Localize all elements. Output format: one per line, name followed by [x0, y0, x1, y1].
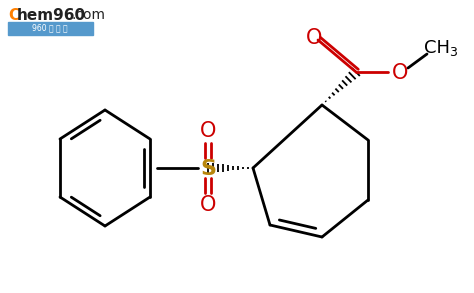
Text: S: S: [200, 159, 216, 179]
Text: O: O: [200, 195, 216, 215]
Text: 3: 3: [449, 47, 457, 59]
Text: O: O: [392, 63, 408, 83]
Text: C: C: [8, 8, 19, 23]
Text: O: O: [200, 121, 216, 141]
Text: .com: .com: [72, 8, 106, 22]
Text: CH: CH: [424, 39, 450, 57]
Bar: [8, 22, 93, 35]
Text: O: O: [306, 28, 322, 48]
Text: 960 化 工 网: 960 化 工 网: [32, 23, 68, 33]
Text: hem960: hem960: [17, 8, 86, 23]
